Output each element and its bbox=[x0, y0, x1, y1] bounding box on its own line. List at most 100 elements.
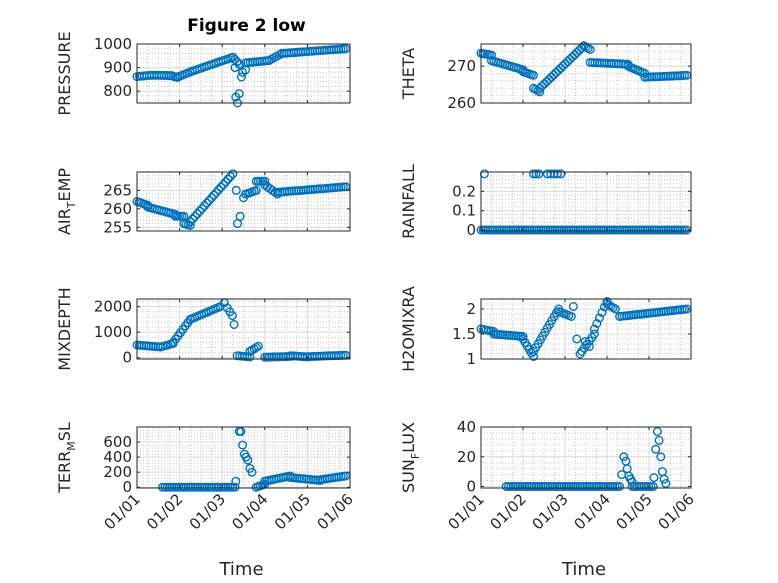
data-point bbox=[592, 319, 602, 329]
y-axis-label: H2OMIXRA bbox=[399, 286, 418, 372]
subplot-theta: 260 270 THETA bbox=[399, 41, 692, 112]
data-point bbox=[211, 187, 221, 197]
data-point bbox=[192, 209, 202, 219]
axes-box bbox=[480, 171, 692, 232]
data-point bbox=[534, 169, 544, 179]
data-point bbox=[188, 214, 198, 224]
y-tick-label: 255 bbox=[103, 218, 132, 236]
x-tick-label: 01/01 bbox=[101, 490, 144, 533]
data-point bbox=[589, 329, 599, 339]
y-axis-label: AIRTEMP bbox=[55, 168, 78, 235]
subplot-pressure: 800 900 1000 PRESSURE Figure 2 low bbox=[55, 16, 351, 116]
data-point bbox=[552, 169, 562, 179]
x-tick-label: 01/05 bbox=[613, 490, 656, 533]
y-tick-label: 900 bbox=[103, 59, 132, 77]
data-point bbox=[238, 440, 248, 450]
data-point bbox=[656, 452, 666, 462]
data-point bbox=[553, 65, 563, 75]
y-tick-label: 0 bbox=[466, 478, 476, 496]
data-point bbox=[235, 211, 245, 221]
axes-box bbox=[480, 43, 692, 104]
y-tick-label: 400 bbox=[103, 448, 132, 466]
y-tick-label: 1000 bbox=[94, 35, 132, 53]
data-point bbox=[231, 476, 241, 486]
data-point bbox=[195, 206, 205, 216]
subplot-rainfall: 00.1 0.2 RAINFALL bbox=[399, 164, 692, 239]
y-tick-label: 1.5 bbox=[452, 325, 476, 343]
y-tick-label: 0 bbox=[122, 349, 132, 367]
data-point bbox=[221, 177, 231, 187]
data-point bbox=[199, 201, 209, 211]
data-point bbox=[185, 217, 195, 227]
x-tick-label: 01/04 bbox=[571, 490, 614, 533]
axes-box bbox=[136, 298, 351, 360]
axes-box bbox=[136, 171, 351, 232]
data-point bbox=[568, 302, 578, 312]
data-point bbox=[241, 65, 251, 75]
chart-title: Figure 2 low bbox=[187, 16, 306, 36]
x-tick-label: 01/03 bbox=[529, 490, 572, 533]
data-point bbox=[584, 342, 594, 352]
data-point bbox=[572, 334, 582, 344]
series-markers bbox=[476, 41, 692, 97]
data-point bbox=[232, 57, 242, 67]
series-markers bbox=[476, 297, 692, 362]
y-tick-label: 600 bbox=[103, 433, 132, 451]
data-point bbox=[518, 332, 528, 342]
y-tick-label: 270 bbox=[447, 57, 476, 75]
data-point bbox=[529, 352, 539, 362]
x-tick-label: 01/04 bbox=[228, 490, 271, 533]
data-point bbox=[236, 72, 246, 82]
data-point bbox=[202, 198, 212, 208]
data-point bbox=[251, 343, 261, 353]
data-point bbox=[546, 169, 556, 179]
data-point bbox=[542, 169, 552, 179]
data-point bbox=[652, 427, 662, 437]
series-markers bbox=[476, 169, 692, 235]
series-markers bbox=[132, 298, 351, 362]
data-point bbox=[529, 169, 539, 179]
axes-box bbox=[480, 426, 692, 489]
data-point bbox=[253, 341, 263, 351]
data-point bbox=[627, 477, 637, 487]
data-point bbox=[229, 320, 239, 330]
data-point bbox=[539, 79, 549, 89]
subplot-h2omixra: 1 1.5 2 H2OMIXRA bbox=[399, 286, 692, 372]
y-tick-label: 1000 bbox=[94, 323, 132, 341]
data-point bbox=[238, 193, 248, 203]
y-tick-label: 0.1 bbox=[452, 202, 476, 220]
data-point bbox=[225, 171, 235, 181]
data-point bbox=[585, 45, 595, 55]
y-axis-label: THETA bbox=[399, 48, 418, 100]
subplot-mixdepth: 0 1000 2000 MIXDEPTH bbox=[55, 287, 351, 371]
data-point bbox=[661, 479, 671, 489]
data-point bbox=[563, 57, 573, 67]
data-point bbox=[542, 77, 552, 87]
data-point bbox=[570, 50, 580, 60]
data-point bbox=[529, 70, 539, 80]
data-point bbox=[531, 169, 541, 179]
x-tick-label: 01/01 bbox=[445, 490, 488, 533]
y-tick-label: 2000 bbox=[94, 298, 132, 316]
y-tick-label: 200 bbox=[103, 463, 132, 481]
axes-box bbox=[480, 298, 692, 360]
data-point bbox=[218, 179, 228, 189]
x-tick-label: 01/02 bbox=[143, 490, 186, 533]
y-tick-label: 0.2 bbox=[452, 182, 476, 200]
data-point bbox=[230, 482, 240, 492]
data-point bbox=[589, 324, 599, 334]
data-point bbox=[535, 87, 545, 97]
data-point bbox=[207, 193, 217, 203]
x-tick-label: 01/05 bbox=[271, 490, 314, 533]
data-point bbox=[223, 174, 233, 184]
x-axis-label: Time bbox=[561, 559, 606, 580]
series-markers bbox=[501, 427, 671, 492]
x-axis-label: Time bbox=[218, 559, 263, 580]
data-point bbox=[615, 482, 625, 492]
y-tick-label: 20 bbox=[457, 448, 476, 466]
data-point bbox=[659, 474, 669, 484]
